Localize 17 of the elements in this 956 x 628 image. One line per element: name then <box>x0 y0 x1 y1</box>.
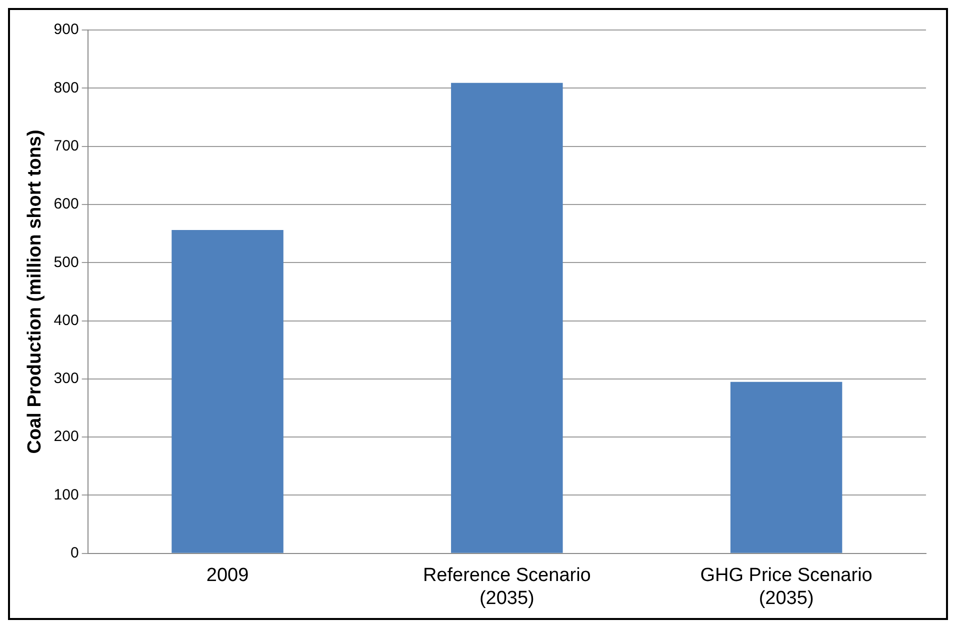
y-axis-title: Coal Production (million short tons) <box>24 130 46 454</box>
y-tick-label: 400 <box>54 312 79 329</box>
bar <box>172 230 284 553</box>
y-tick-label: 900 <box>54 21 79 38</box>
y-tick-label: 700 <box>54 137 79 154</box>
y-tick-label: 300 <box>54 370 79 388</box>
y-tick-label: 100 <box>54 486 79 504</box>
bar <box>451 82 563 553</box>
y-tick-label: 200 <box>54 428 79 446</box>
y-tick-label: 500 <box>54 254 79 271</box>
x-tick-label: GHG Price Scenario (2035) <box>700 565 872 609</box>
y-tick-label: 600 <box>54 196 79 213</box>
y-tick-label: 0 <box>70 544 79 562</box>
x-tick-label: Reference Scenario (2035) <box>422 565 591 609</box>
y-tick-label: 800 <box>54 79 79 96</box>
x-tick-label: 2009 <box>206 565 249 586</box>
bar <box>730 382 842 553</box>
